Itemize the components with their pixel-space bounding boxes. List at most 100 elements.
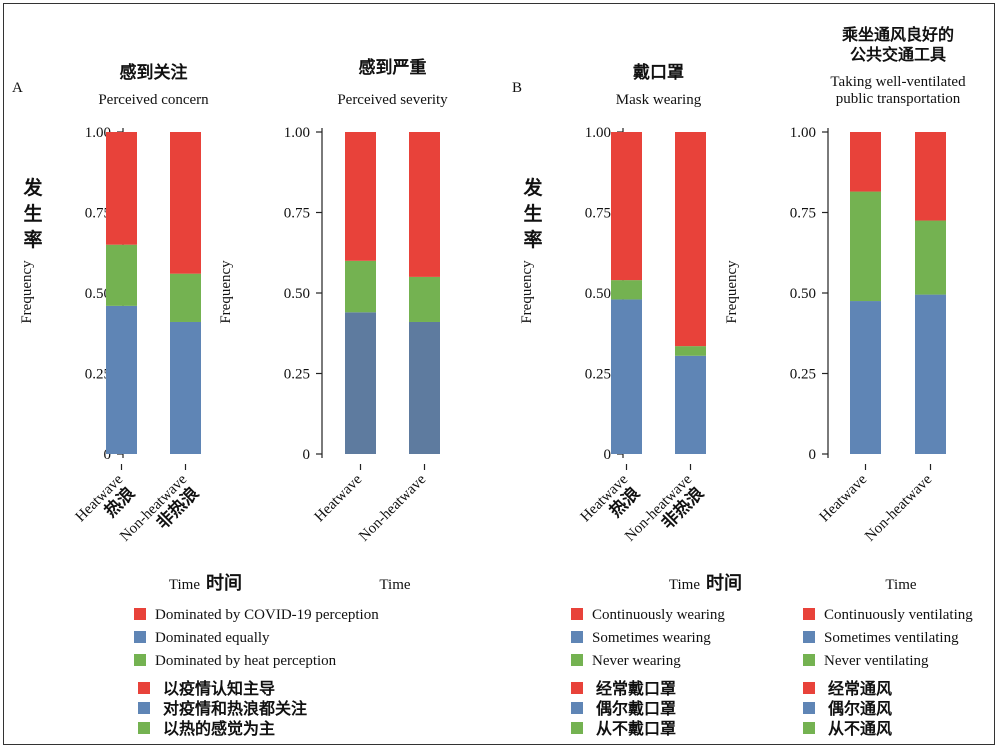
y-tick-label: 1.00	[790, 125, 816, 141]
bar-segment	[850, 191, 881, 302]
bar-segment	[106, 305, 137, 454]
legend-label: 以疫情认知主导	[163, 679, 275, 698]
y-tick-label: 0.25	[790, 367, 816, 383]
y-axis-label-cn-char: 生	[23, 202, 42, 225]
legend-label: 经常通风	[828, 679, 892, 698]
legend-label: 偶尔戴口罩	[596, 699, 676, 718]
legend-swatch	[571, 702, 583, 714]
legend-label: Sometimes ventilating	[824, 630, 959, 646]
legend-swatch	[803, 608, 815, 620]
y-axis-label: Frequency	[218, 260, 234, 324]
x-axis-label: Time	[669, 577, 700, 593]
bar-segment	[915, 294, 946, 454]
y-tick-label: 0.75	[790, 206, 816, 222]
legend-swatch	[134, 654, 146, 666]
y-axis-label-cn-char: 发	[22, 176, 43, 199]
chart-title: public transportation	[836, 91, 961, 107]
legend-label: 偶尔通风	[828, 699, 892, 718]
y-tick-label: 0.50	[790, 286, 816, 302]
y-tick-label: 1.00	[284, 125, 310, 141]
chart-title-cn: 公共交通工具	[850, 45, 946, 64]
bar-segment	[850, 132, 881, 192]
legend-label: Never ventilating	[824, 653, 929, 669]
legend-swatch	[803, 722, 815, 734]
bar-segment	[850, 301, 881, 454]
legend-label: Dominated by heat perception	[155, 653, 337, 669]
y-axis-label: Frequency	[724, 260, 740, 324]
legend-swatch	[571, 631, 583, 643]
x-axis-label: Time	[169, 577, 200, 593]
panel-label-a: A	[12, 80, 23, 96]
chart-title-cn: 感到关注	[120, 62, 188, 83]
y-axis-label-cn-char: 发	[522, 176, 543, 199]
bar-segment	[345, 312, 376, 454]
legend-swatch	[571, 608, 583, 620]
legend-label: Dominated by COVID-19 perception	[155, 607, 379, 623]
x-axis-label: Time	[885, 577, 916, 593]
bar-segment	[170, 321, 201, 454]
y-axis-label-cn-char: 率	[23, 228, 42, 251]
bar-segment	[409, 276, 440, 322]
bar-segment	[675, 355, 706, 454]
y-axis-label-cn-char: 生	[523, 202, 542, 225]
legend-label: 对疫情和热浪都关注	[163, 699, 307, 718]
bar-segment	[106, 132, 137, 245]
bar-segment	[611, 280, 642, 300]
bar-segment	[409, 321, 440, 454]
bar-segment	[170, 132, 201, 274]
y-tick-label: 1.00	[85, 125, 111, 141]
legend-label: Sometimes wearing	[592, 630, 711, 646]
legend-swatch	[571, 682, 583, 694]
legend-label: 从不通风	[828, 719, 892, 738]
figure-frame	[3, 3, 995, 745]
legend-swatch	[571, 654, 583, 666]
legend-swatch	[138, 702, 150, 714]
bar-segment	[675, 346, 706, 356]
y-tick-label: 0.75	[284, 206, 310, 222]
legend-label: 经常戴口罩	[596, 679, 676, 698]
legend-label: Never wearing	[592, 653, 681, 669]
y-tick-label: 0.50	[284, 286, 310, 302]
chart-title: Perceived concern	[98, 92, 209, 108]
bar-segment	[675, 132, 706, 347]
bar-segment	[106, 244, 137, 306]
y-tick-label: 0	[809, 447, 817, 463]
legend-swatch	[134, 608, 146, 620]
bar-segment	[409, 132, 440, 277]
chart-title-cn: 感到严重	[359, 57, 427, 78]
bar-segment	[345, 132, 376, 261]
bar-segment	[345, 260, 376, 313]
x-axis-label-cn: 时间	[706, 573, 742, 594]
y-tick-label: 1.00	[585, 125, 611, 141]
bar-segment	[915, 220, 946, 295]
legend-swatch	[134, 631, 146, 643]
bar-segment	[611, 299, 642, 454]
x-tick-label: Non-heatwave	[862, 471, 935, 544]
y-tick-label: 0.50	[585, 286, 611, 302]
legend-swatch	[803, 702, 815, 714]
y-tick-label: 0.25	[85, 367, 111, 383]
y-axis-label: Frequency	[519, 260, 535, 324]
bar-segment	[915, 132, 946, 221]
chart-title: Mask wearing	[616, 92, 702, 108]
legend-label: Continuously wearing	[592, 607, 725, 623]
y-tick-label: 0	[604, 447, 612, 463]
y-axis-label-cn-char: 率	[523, 228, 542, 251]
legend-swatch	[138, 722, 150, 734]
y-axis-label: Frequency	[19, 260, 35, 324]
legend-label: 从不戴口罩	[596, 719, 676, 738]
bar-segment	[611, 132, 642, 281]
legend-label: 以热的感觉为主	[163, 719, 275, 738]
x-tick-label: Heatwave	[312, 471, 366, 525]
panel-label-b: B	[512, 80, 522, 96]
legend-label: Dominated equally	[155, 630, 270, 646]
x-axis-label: Time	[379, 577, 410, 593]
x-axis-label-cn: 时间	[206, 573, 242, 594]
bar-segment	[170, 273, 201, 322]
y-tick-label: 0	[104, 447, 112, 463]
y-tick-label: 0.75	[585, 206, 611, 222]
x-tick-label: Heatwave	[817, 471, 871, 525]
y-tick-label: 0.75	[85, 206, 111, 222]
chart-title-cn: 乘坐通风良好的	[841, 25, 954, 44]
